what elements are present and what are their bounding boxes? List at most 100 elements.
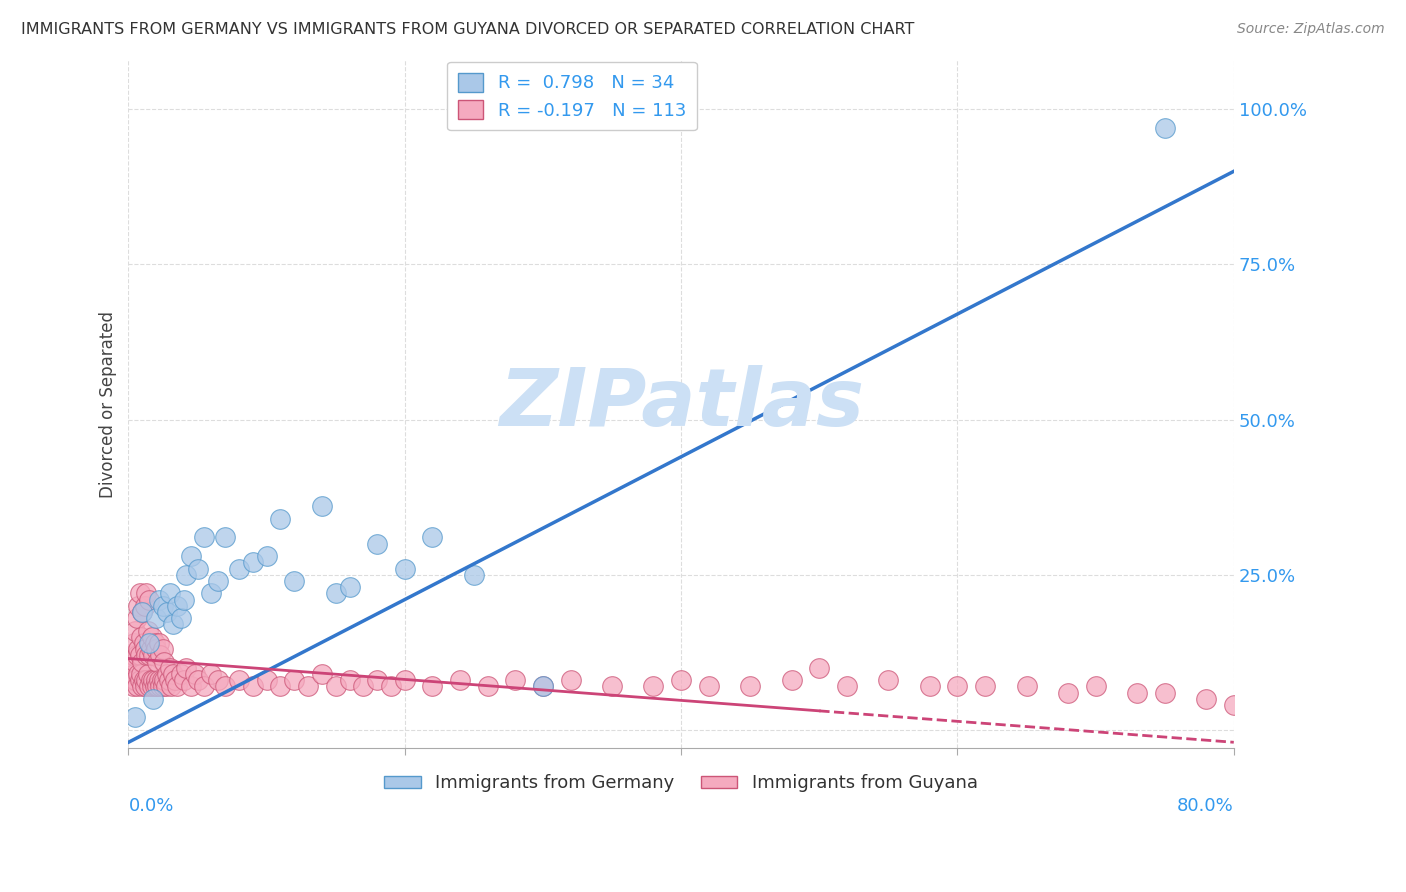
Point <box>118 661 141 675</box>
Point <box>129 630 152 644</box>
Text: Source: ZipAtlas.com: Source: ZipAtlas.com <box>1237 22 1385 37</box>
Point <box>120 673 142 688</box>
Point <box>145 673 167 688</box>
Point <box>152 642 174 657</box>
Point <box>152 599 174 613</box>
Point <box>946 680 969 694</box>
Point <box>142 673 165 688</box>
Point <box>176 567 198 582</box>
Point <box>143 636 166 650</box>
Point <box>228 673 250 688</box>
Point <box>138 648 160 663</box>
Point <box>325 680 347 694</box>
Point <box>297 680 319 694</box>
Point <box>128 586 150 600</box>
Point <box>697 680 720 694</box>
Point <box>422 531 444 545</box>
Point <box>138 680 160 694</box>
Point <box>207 574 229 588</box>
Point <box>740 680 762 694</box>
Point <box>127 667 149 681</box>
Point <box>127 642 149 657</box>
Point <box>207 673 229 688</box>
Point <box>134 680 156 694</box>
Point <box>145 611 167 625</box>
Point <box>173 592 195 607</box>
Point <box>380 680 402 694</box>
Point <box>531 680 554 694</box>
Point <box>477 680 499 694</box>
Point <box>156 667 179 681</box>
Point <box>180 549 202 563</box>
Point <box>150 673 173 688</box>
Point <box>366 673 388 688</box>
Point <box>242 680 264 694</box>
Point <box>136 624 159 638</box>
Text: 80.0%: 80.0% <box>1177 797 1234 814</box>
Point <box>242 555 264 569</box>
Point <box>142 648 165 663</box>
Point <box>121 648 143 663</box>
Point <box>214 531 236 545</box>
Point <box>148 636 170 650</box>
Point <box>1015 680 1038 694</box>
Point <box>159 661 181 675</box>
Point <box>125 611 148 625</box>
Point <box>152 680 174 694</box>
Point <box>193 680 215 694</box>
Point <box>1153 685 1175 699</box>
Point <box>200 667 222 681</box>
Point <box>131 605 153 619</box>
Point <box>394 561 416 575</box>
Point <box>1084 680 1107 694</box>
Point <box>153 673 176 688</box>
Point <box>125 680 148 694</box>
Point <box>1153 120 1175 135</box>
Point <box>531 680 554 694</box>
Point <box>155 680 177 694</box>
Point <box>122 636 145 650</box>
Text: ZIPatlas: ZIPatlas <box>499 365 863 443</box>
Point <box>311 500 333 514</box>
Point <box>124 624 146 638</box>
Point <box>325 586 347 600</box>
Point <box>808 661 831 675</box>
Point <box>283 673 305 688</box>
Point <box>1195 691 1218 706</box>
Point <box>184 667 207 681</box>
Point <box>780 673 803 688</box>
Point <box>135 586 157 600</box>
Point <box>148 673 170 688</box>
Point <box>449 673 471 688</box>
Point <box>142 691 165 706</box>
Point <box>974 680 997 694</box>
Text: IMMIGRANTS FROM GERMANY VS IMMIGRANTS FROM GUYANA DIVORCED OR SEPARATED CORRELAT: IMMIGRANTS FROM GERMANY VS IMMIGRANTS FR… <box>21 22 914 37</box>
Point <box>366 537 388 551</box>
Point <box>311 667 333 681</box>
Point <box>156 605 179 619</box>
Point <box>127 599 149 613</box>
Point <box>122 667 145 681</box>
Point <box>138 592 160 607</box>
Point <box>180 680 202 694</box>
Point <box>145 642 167 657</box>
Point <box>269 512 291 526</box>
Point <box>124 710 146 724</box>
Point <box>157 673 180 688</box>
Point <box>170 611 193 625</box>
Point <box>463 567 485 582</box>
Point <box>128 673 150 688</box>
Point <box>131 605 153 619</box>
Point <box>1223 698 1246 712</box>
Point <box>166 599 188 613</box>
Point <box>125 648 148 663</box>
Point <box>643 680 665 694</box>
Point <box>149 648 172 663</box>
Point <box>136 667 159 681</box>
Point <box>129 667 152 681</box>
Point <box>505 673 527 688</box>
Point <box>134 642 156 657</box>
Point <box>146 680 169 694</box>
Point <box>214 680 236 694</box>
Legend: Immigrants from Germany, Immigrants from Guyana: Immigrants from Germany, Immigrants from… <box>375 765 987 801</box>
